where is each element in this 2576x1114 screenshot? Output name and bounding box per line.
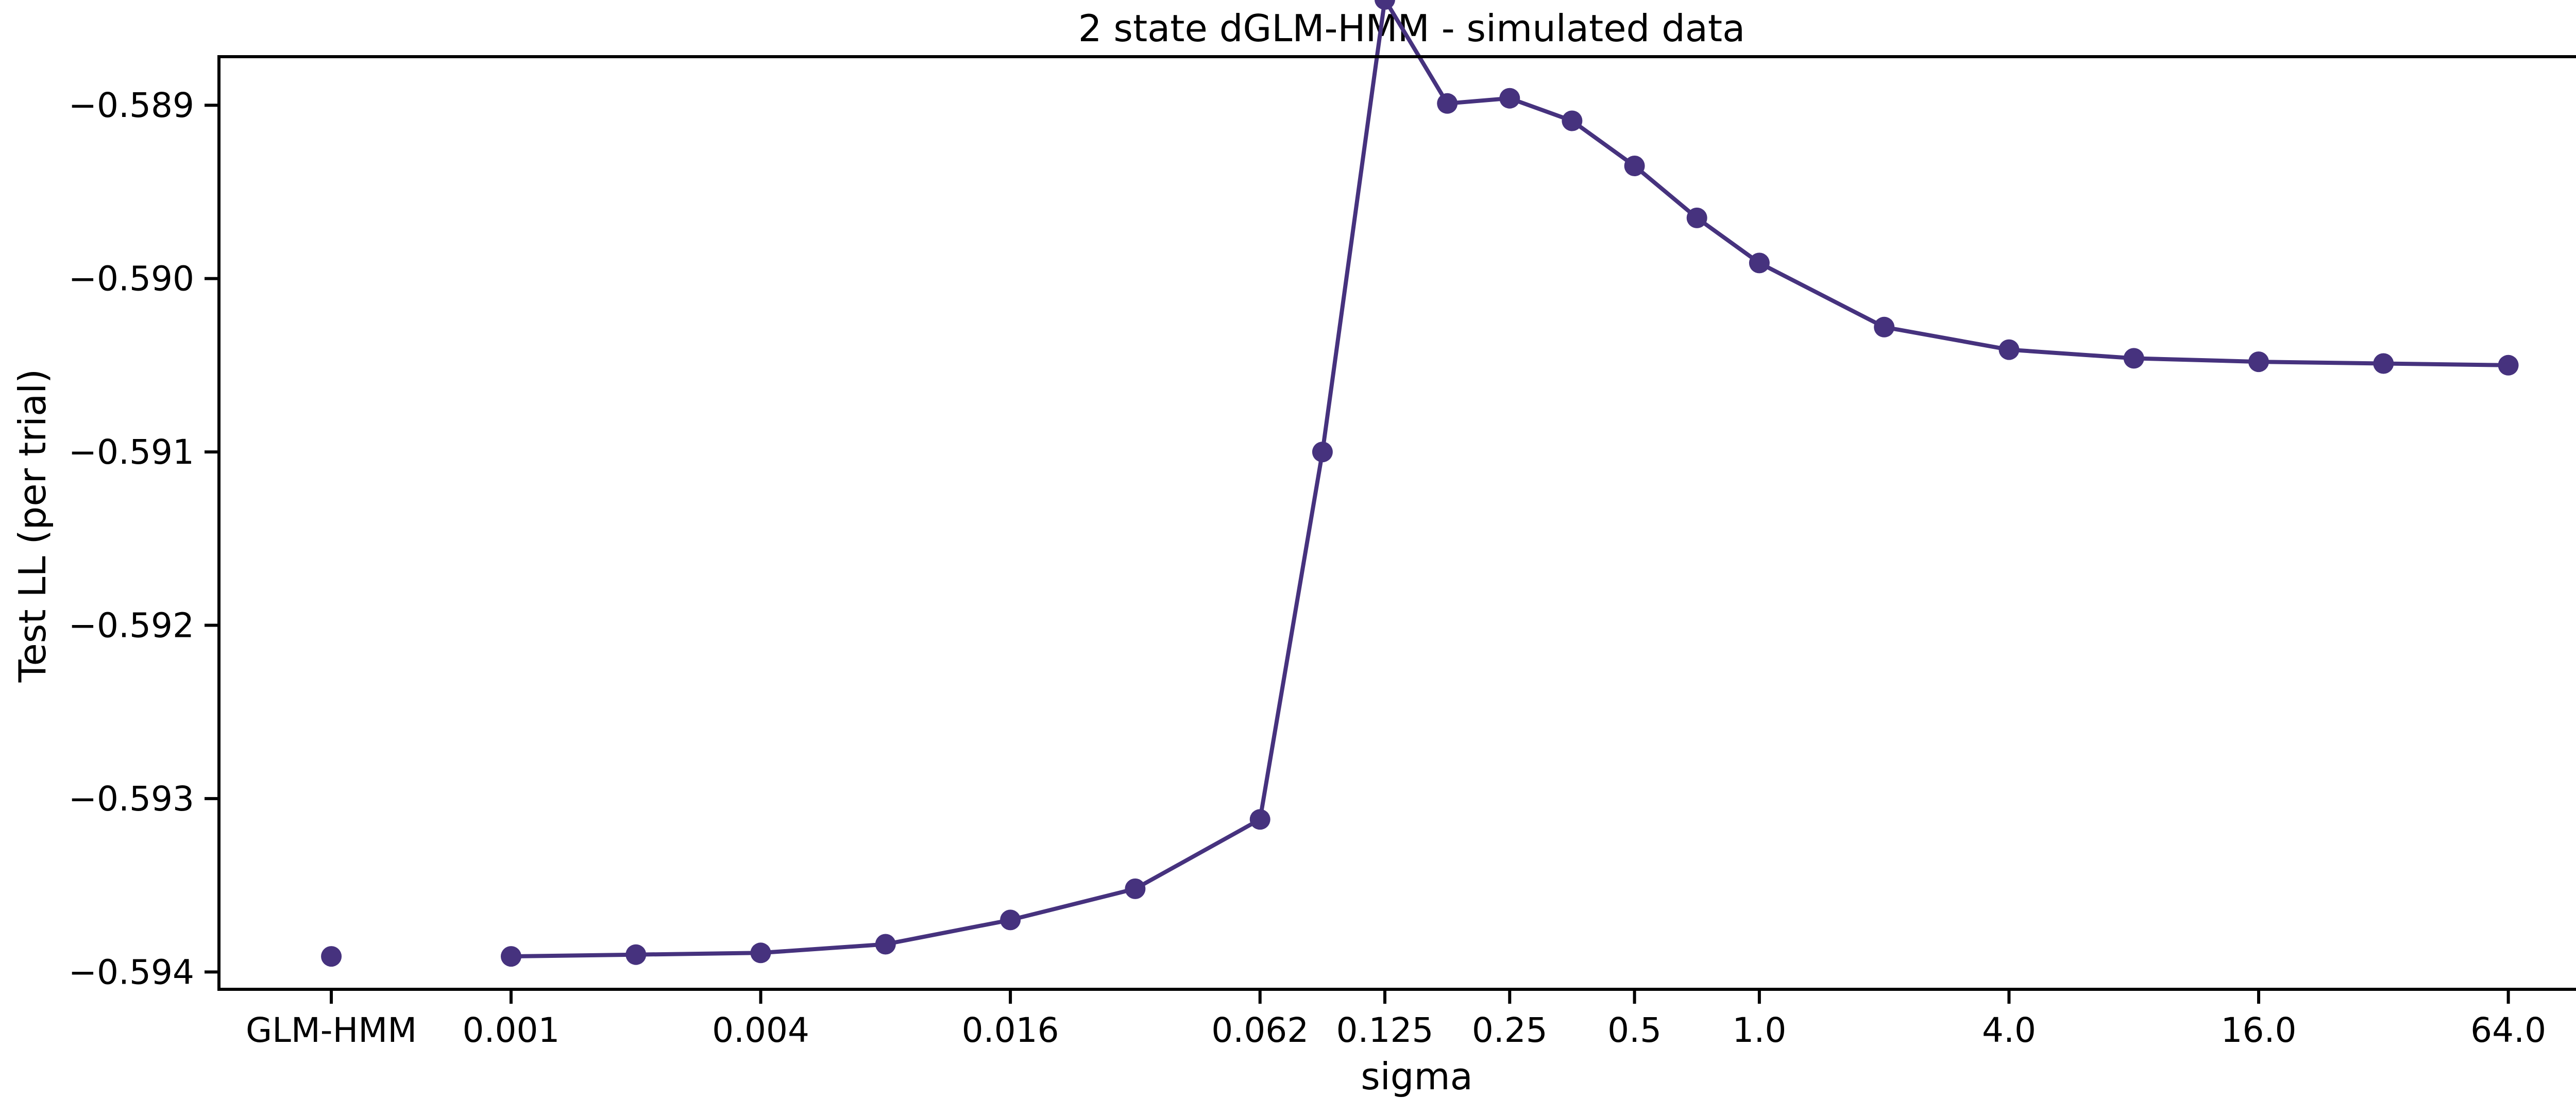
data-point	[1375, 0, 1395, 10]
y-tick-label: −0.591	[69, 432, 194, 472]
data-point	[1624, 156, 1645, 176]
data-point	[2123, 348, 2144, 369]
y-tick-label: −0.592	[69, 605, 194, 645]
data-point	[625, 944, 647, 965]
data-point	[1562, 110, 1583, 131]
data-point	[1437, 93, 1458, 114]
data-point	[875, 934, 896, 955]
y-tick-label: −0.594	[69, 952, 194, 992]
y-tick-label: −0.589	[69, 86, 194, 125]
x-tick-label: 0.062	[1211, 1010, 1309, 1050]
x-tick-label: 0.016	[962, 1010, 1059, 1050]
x-tick-label: 0.004	[712, 1010, 809, 1050]
series-line	[511, 0, 2509, 959]
x-tick-label: 0.001	[462, 1010, 560, 1050]
x-tick-label: 0.125	[1336, 1010, 1434, 1050]
data-point	[1312, 442, 1333, 463]
data-point	[1125, 878, 1146, 899]
data-point	[1000, 909, 1021, 931]
data-point	[1499, 88, 1520, 109]
data-point	[2373, 353, 2394, 374]
x-tick-label: GLM-HMM	[246, 1010, 417, 1050]
x-tick-label: 0.25	[1472, 1010, 1548, 1050]
axes-frame	[217, 55, 2576, 991]
data-point	[321, 946, 342, 967]
data-point	[1249, 809, 1270, 830]
plot-area: −0.594 −0.593 −0.592 −0.591 −0.590 −0.589 GLM-…	[69, 0, 2546, 1050]
data-point	[2498, 355, 2519, 376]
data-point	[750, 942, 771, 964]
y-tick-label: −0.590	[69, 259, 194, 299]
x-tick-label: 4.0	[1982, 1010, 2036, 1050]
x-axis-label: sigma	[1361, 1055, 1472, 1098]
x-tick-label: 64.0	[2470, 1010, 2546, 1050]
data-point	[1749, 252, 1770, 274]
data-point	[501, 946, 521, 967]
y-axis-label: Test LL (per trial)	[11, 369, 54, 683]
data-point	[1874, 316, 1895, 337]
data-point	[1686, 207, 1707, 228]
x-tick-label: 1.0	[1732, 1010, 1786, 1050]
x-tick-label: 16.0	[2221, 1010, 2297, 1050]
x-tick-label: 0.5	[1607, 1010, 1662, 1050]
data-point	[1998, 339, 2020, 360]
y-tick-label: −0.593	[69, 779, 194, 819]
data-point	[2248, 351, 2269, 373]
